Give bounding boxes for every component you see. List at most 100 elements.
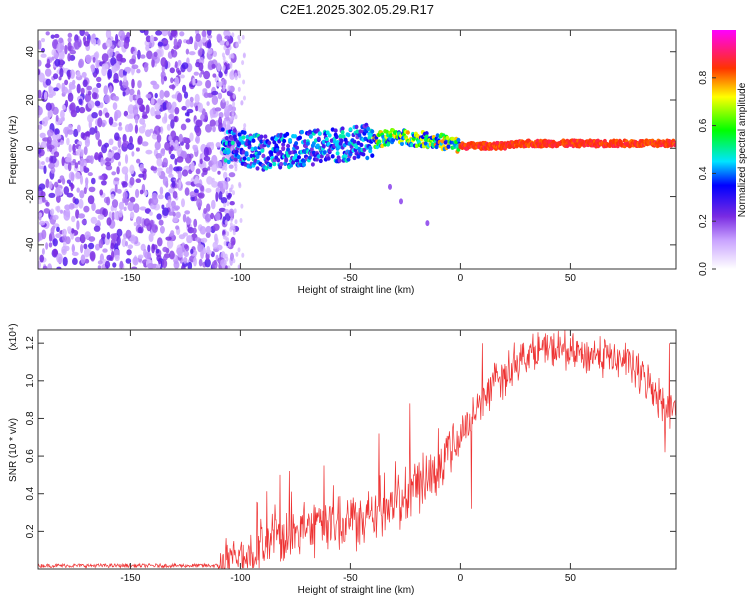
spectrogram-cell [195, 126, 202, 137]
spectrogram-cell [84, 138, 90, 148]
spectrogram-cell [152, 83, 160, 90]
spectrogram-cell [102, 208, 108, 218]
spectrogram-cell [55, 233, 62, 239]
spectrogram-cell [206, 176, 213, 185]
spectrogram-cell [210, 109, 214, 119]
spectrogram-outlier [388, 183, 392, 190]
spectrogram-cell [194, 237, 201, 242]
spectrogram-cell [122, 91, 126, 97]
spectrogram-cell [40, 161, 45, 166]
spectrogram-cell [241, 135, 246, 140]
spectrogram-cell [87, 90, 92, 96]
spectrogram-cell [211, 164, 218, 173]
spectrogram-cell [111, 250, 115, 260]
spectrogram-cell [130, 234, 136, 244]
spectrogram-cell [197, 192, 205, 199]
spectrogram-cell [123, 110, 129, 117]
spectrogram-cell [129, 94, 134, 103]
spectrogram-cell [168, 84, 176, 90]
spectrogram-cell [119, 80, 123, 87]
spectrogram-cell [239, 218, 243, 223]
spectrogram-cell [214, 233, 218, 243]
spectrogram-cell [103, 174, 108, 180]
spectrogram-cell [176, 247, 183, 256]
spectrogram-cell [151, 196, 159, 206]
spectrogram-cell [216, 33, 222, 42]
spectrogram-cell [116, 166, 120, 175]
spectrogram-cell [199, 72, 202, 78]
spectrogram-cell [114, 132, 120, 141]
spectrogram-cell [209, 119, 216, 127]
spectrogram-cell [225, 103, 229, 109]
spectrogram-cell [154, 102, 161, 111]
spectrogram-cell [69, 69, 75, 79]
spectrogram-cell [195, 135, 200, 144]
spectrogram-cell [139, 118, 146, 125]
spectrogram-cell [177, 59, 182, 66]
spectrogram-cell [241, 252, 245, 258]
spectrogram-cell [297, 155, 301, 160]
spectrogram-cell [174, 61, 178, 69]
spectrogram-cell [94, 125, 98, 134]
spectrogram-cell [203, 155, 211, 162]
spectrogram-cell [103, 94, 111, 104]
spectrogram-cell [366, 126, 371, 132]
spectrogram-cell [162, 101, 167, 111]
spectrogram-cell [308, 134, 313, 139]
spectrogram-cell [263, 134, 268, 139]
spectrogram-cell [170, 145, 174, 152]
spectrogram-outlier [399, 198, 403, 205]
spectrogram-cell [41, 248, 45, 255]
spectrogram-cell [222, 86, 226, 92]
spectrogram-cell [217, 182, 224, 189]
spectrogram-cell [72, 257, 78, 265]
spectrogram-cell [38, 106, 43, 116]
spectrogram-cell [183, 91, 189, 99]
spectrogram-cell [113, 211, 119, 220]
spectrogram-axes: -150 -100 -50 0 50 -40 -20 0 20 40 [25, 30, 676, 284]
spectrogram-cell [134, 124, 138, 134]
colorbar-tick-label: 0.2 [698, 214, 709, 228]
spectrogram-cell [44, 68, 52, 77]
spectrogram-cell [67, 92, 74, 103]
spectrogram-cell [216, 244, 223, 251]
spectrogram-cell [64, 204, 71, 211]
spectrogram-cell [129, 58, 136, 65]
spectrogram-cell [98, 109, 103, 117]
spectrogram-cell [56, 266, 62, 269]
spectrogram-cell [64, 99, 69, 108]
colorbar-tick-label: 0.0 [698, 262, 709, 276]
spectrogram-cell [176, 146, 183, 153]
spectrogram-cell [110, 233, 117, 240]
spectrogram-cell [338, 134, 343, 139]
spectrogram-cell [127, 244, 134, 249]
spectrogram-cell [255, 166, 260, 171]
spectrogram-cell [141, 114, 148, 120]
spectrogram-cell [189, 132, 194, 142]
spectrogram-cell [122, 140, 130, 147]
snr-xlabel: Height of straight line (km) [298, 585, 415, 596]
spectrogram-cell [193, 256, 197, 267]
spectrogram-cell [226, 201, 230, 207]
spectrogram-cell [250, 146, 255, 152]
spectrogram-cell [125, 258, 132, 264]
spectrogram-cell [124, 172, 129, 183]
spectrogram-cell [200, 237, 208, 243]
spectrogram-cell [303, 139, 307, 144]
spectrogram-cell [228, 172, 236, 178]
spectrogram-cell [50, 208, 55, 216]
spectrogram-cell [212, 73, 217, 78]
spectrogram-cell [242, 52, 246, 58]
spectrogram-cell [91, 112, 98, 119]
spectrogram-cell [131, 151, 135, 157]
y-tick-label: 1.0 [25, 373, 36, 387]
spectrogram-cell [211, 95, 219, 106]
spectrogram-cell [173, 166, 180, 172]
spectrogram-cell [232, 93, 236, 99]
spectrogram-cell [89, 155, 94, 165]
y-tick-label: 40 [25, 46, 36, 58]
spectrogram-cell [48, 192, 56, 198]
spectrogram-cell [282, 138, 287, 144]
spectrogram-cell [198, 258, 203, 267]
spectrogram-cell [229, 63, 233, 69]
